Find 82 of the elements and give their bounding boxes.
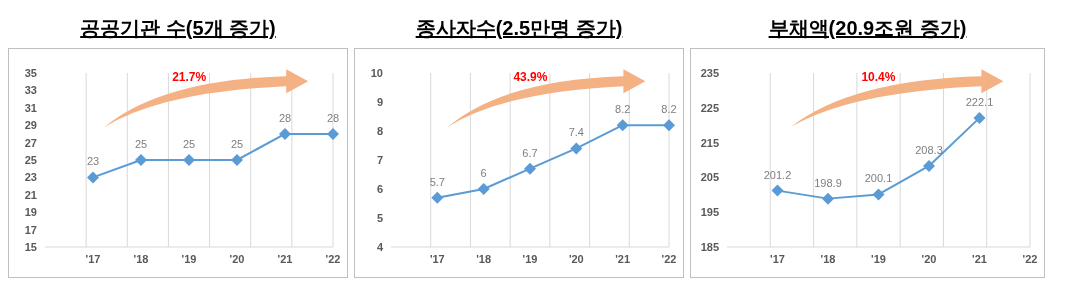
point xyxy=(822,192,834,205)
data-label: 5.7 xyxy=(429,175,445,188)
y-tick-label: 5 xyxy=(376,211,383,224)
point xyxy=(327,127,339,140)
point xyxy=(570,142,583,155)
data-label: 200.1 xyxy=(864,172,893,185)
x-tick-label: '20 xyxy=(229,252,245,265)
data-label: 6.7 xyxy=(522,146,538,159)
x-tick-label: '19 xyxy=(181,252,197,265)
chart-title: 종사자수(2.5만명 증가) xyxy=(415,17,623,39)
x-tick-label: '18 xyxy=(476,252,492,265)
point xyxy=(663,119,675,132)
data-label: 201.2 xyxy=(763,168,792,181)
y-tick-label: 21 xyxy=(24,188,37,201)
y-tick-label: 6 xyxy=(376,182,383,195)
data-label: 23 xyxy=(86,155,100,168)
y-tick-label: 29 xyxy=(24,119,37,132)
x-tick-label: '22 xyxy=(325,252,341,265)
y-tick-label: 9 xyxy=(376,95,383,108)
x-tick-label: '17 xyxy=(770,252,785,265)
x-tick-label: '19 xyxy=(871,252,886,265)
annotation: 10.4% xyxy=(861,69,896,84)
point xyxy=(431,191,444,204)
x-tick-label: '17 xyxy=(429,252,445,265)
x-tick-label: '19 xyxy=(522,252,538,265)
point xyxy=(477,183,490,195)
y-tick-label: 205 xyxy=(700,171,719,184)
x-tick-label: '18 xyxy=(133,252,149,265)
data-label: 8.2 xyxy=(615,103,631,116)
point xyxy=(135,154,147,166)
y-tick-label: 225 xyxy=(700,101,719,114)
x-tick-label: '20 xyxy=(568,252,584,265)
y-tick-label: 35 xyxy=(24,66,37,79)
x-tick-label: '21 xyxy=(277,252,293,265)
point xyxy=(973,111,986,124)
chart-title: 부채액(20.9조원 증가) xyxy=(768,17,967,39)
y-tick-label: 33 xyxy=(24,84,37,97)
data-label: 8.2 xyxy=(661,103,677,116)
data-label: 6 xyxy=(480,167,487,179)
x-tick-label: '20 xyxy=(921,252,937,265)
y-tick-label: 19 xyxy=(24,206,37,219)
y-tick-label: 185 xyxy=(700,240,719,253)
y-tick-label: 195 xyxy=(700,206,719,219)
y-tick-label: 235 xyxy=(700,66,719,79)
point xyxy=(771,184,784,197)
x-tick-label: '22 xyxy=(661,252,677,265)
annotation: 43.9% xyxy=(513,69,548,84)
data-label: 28 xyxy=(326,111,340,124)
y-tick-label: 17 xyxy=(24,223,37,236)
point xyxy=(183,154,195,166)
y-tick-label: 8 xyxy=(376,124,383,137)
y-tick-label: 25 xyxy=(24,153,37,166)
x-tick-label: '21 xyxy=(972,252,987,265)
y-tick-label: 4 xyxy=(376,240,384,253)
y-tick-label: 15 xyxy=(24,240,37,253)
y-tick-label: 10 xyxy=(370,66,383,79)
point xyxy=(923,159,935,172)
point xyxy=(872,188,885,201)
annotation: 21.7% xyxy=(172,69,207,84)
chart-title: 공공기관 수(5개 증가) xyxy=(80,17,276,39)
x-tick-label: '22 xyxy=(1022,252,1038,265)
y-tick-label: 215 xyxy=(700,136,719,149)
x-tick-label: '21 xyxy=(615,252,631,265)
y-tick-label: 27 xyxy=(24,136,37,149)
x-tick-label: '17 xyxy=(85,252,101,265)
data-label: 25 xyxy=(134,138,148,150)
point xyxy=(279,127,291,140)
x-tick-label: '18 xyxy=(820,252,836,265)
data-label: 25 xyxy=(230,138,244,150)
data-label: 208.3 xyxy=(915,143,943,156)
data-label: 7.4 xyxy=(568,126,584,139)
data-label: 198.9 xyxy=(814,176,842,189)
point xyxy=(524,162,536,175)
point xyxy=(616,119,629,132)
y-tick-label: 7 xyxy=(376,153,383,166)
point xyxy=(231,154,243,166)
data-label: 25 xyxy=(182,138,196,150)
y-tick-label: 23 xyxy=(24,171,37,184)
data-label: 222.1 xyxy=(965,95,994,108)
data-label: 28 xyxy=(278,111,292,124)
y-tick-label: 31 xyxy=(24,101,37,114)
point xyxy=(87,171,99,184)
